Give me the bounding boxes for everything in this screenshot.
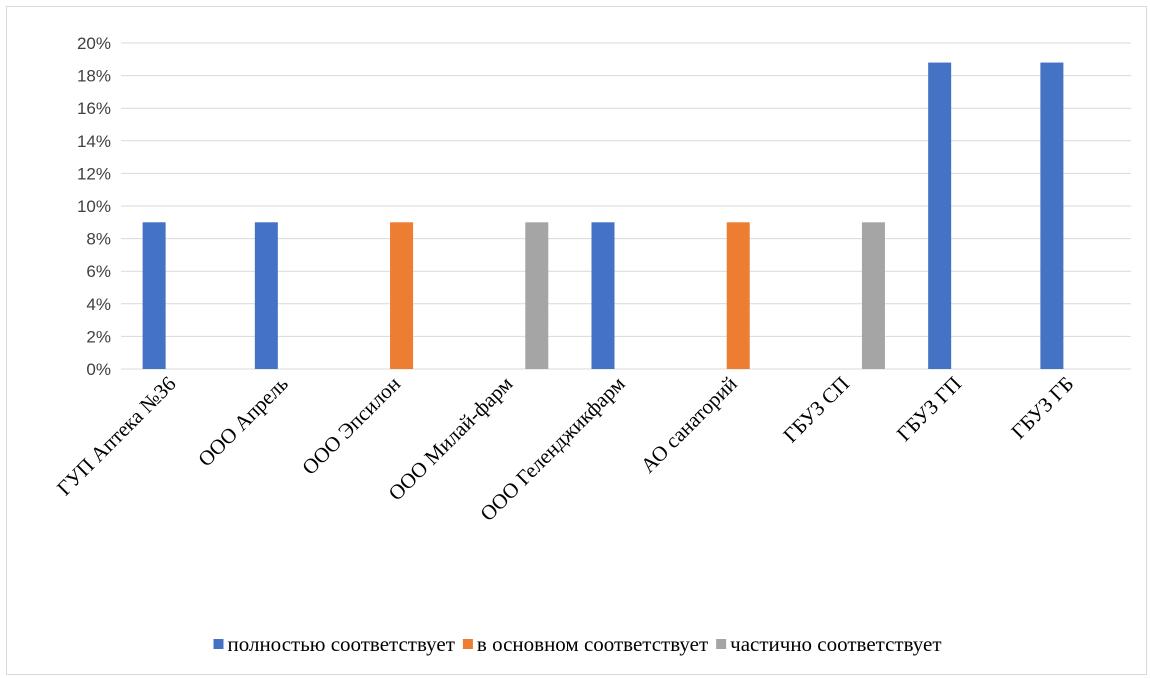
legend-swatch <box>213 639 224 649</box>
bar <box>591 222 615 369</box>
bar <box>142 222 166 369</box>
gridlines <box>121 42 1131 370</box>
x-tick-label: ГБУЗ ГБ <box>1006 372 1078 444</box>
legend-label: частично соответствует <box>730 632 941 656</box>
legend-label: полностью соответствует <box>228 632 455 656</box>
x-tick-label: АО санаторий <box>636 372 742 478</box>
bar <box>861 222 885 369</box>
y-tick-label: 16% <box>77 99 111 118</box>
y-tick-label: 20% <box>77 34 111 53</box>
x-tick-label: ГУП Аптека №36 <box>52 372 181 501</box>
y-tick-label: 18% <box>77 67 111 86</box>
bar <box>1040 62 1064 370</box>
legend-swatch <box>462 639 473 649</box>
bar <box>390 222 414 369</box>
x-tick-label: ООО Апрель <box>193 372 293 472</box>
x-tick-label: ГБУЗ СП <box>778 372 854 448</box>
y-tick-label: 2% <box>86 327 111 346</box>
bar-chart: 0% 2% 4% 6% 8% 10% 12% 14% 16% 18% 20% ГУП Аптека … <box>52 34 1131 656</box>
bar <box>928 62 952 370</box>
y-axis-ticks: 0% 2% 4% 6% 8% 10% 12% 14% 16% 18% 20% <box>77 34 111 379</box>
legend: полностью соответствует в основном соотве… <box>213 632 942 656</box>
chart-area: 0% 2% 4% 6% 8% 10% 12% 14% 16% 18% 20% ГУП Аптека … <box>6 6 1147 675</box>
y-tick-label: 10% <box>77 197 111 216</box>
x-tick-label: ООО Милай-фарм <box>384 372 518 506</box>
y-tick-label: 0% <box>86 360 111 379</box>
x-tick-label: ООО Эпсилон <box>297 372 405 480</box>
bar <box>726 222 750 369</box>
x-tick-label: ГБУЗ ГП <box>892 372 966 446</box>
y-tick-label: 8% <box>86 230 111 249</box>
y-tick-label: 4% <box>86 295 111 314</box>
bars <box>142 62 1064 370</box>
legend-swatch <box>716 639 727 649</box>
y-tick-label: 12% <box>77 164 111 183</box>
y-tick-label: 14% <box>77 132 111 151</box>
y-tick-label: 6% <box>86 262 111 281</box>
bar <box>254 222 278 369</box>
bar <box>525 222 549 369</box>
legend-label: в основном соответствует <box>477 632 708 656</box>
